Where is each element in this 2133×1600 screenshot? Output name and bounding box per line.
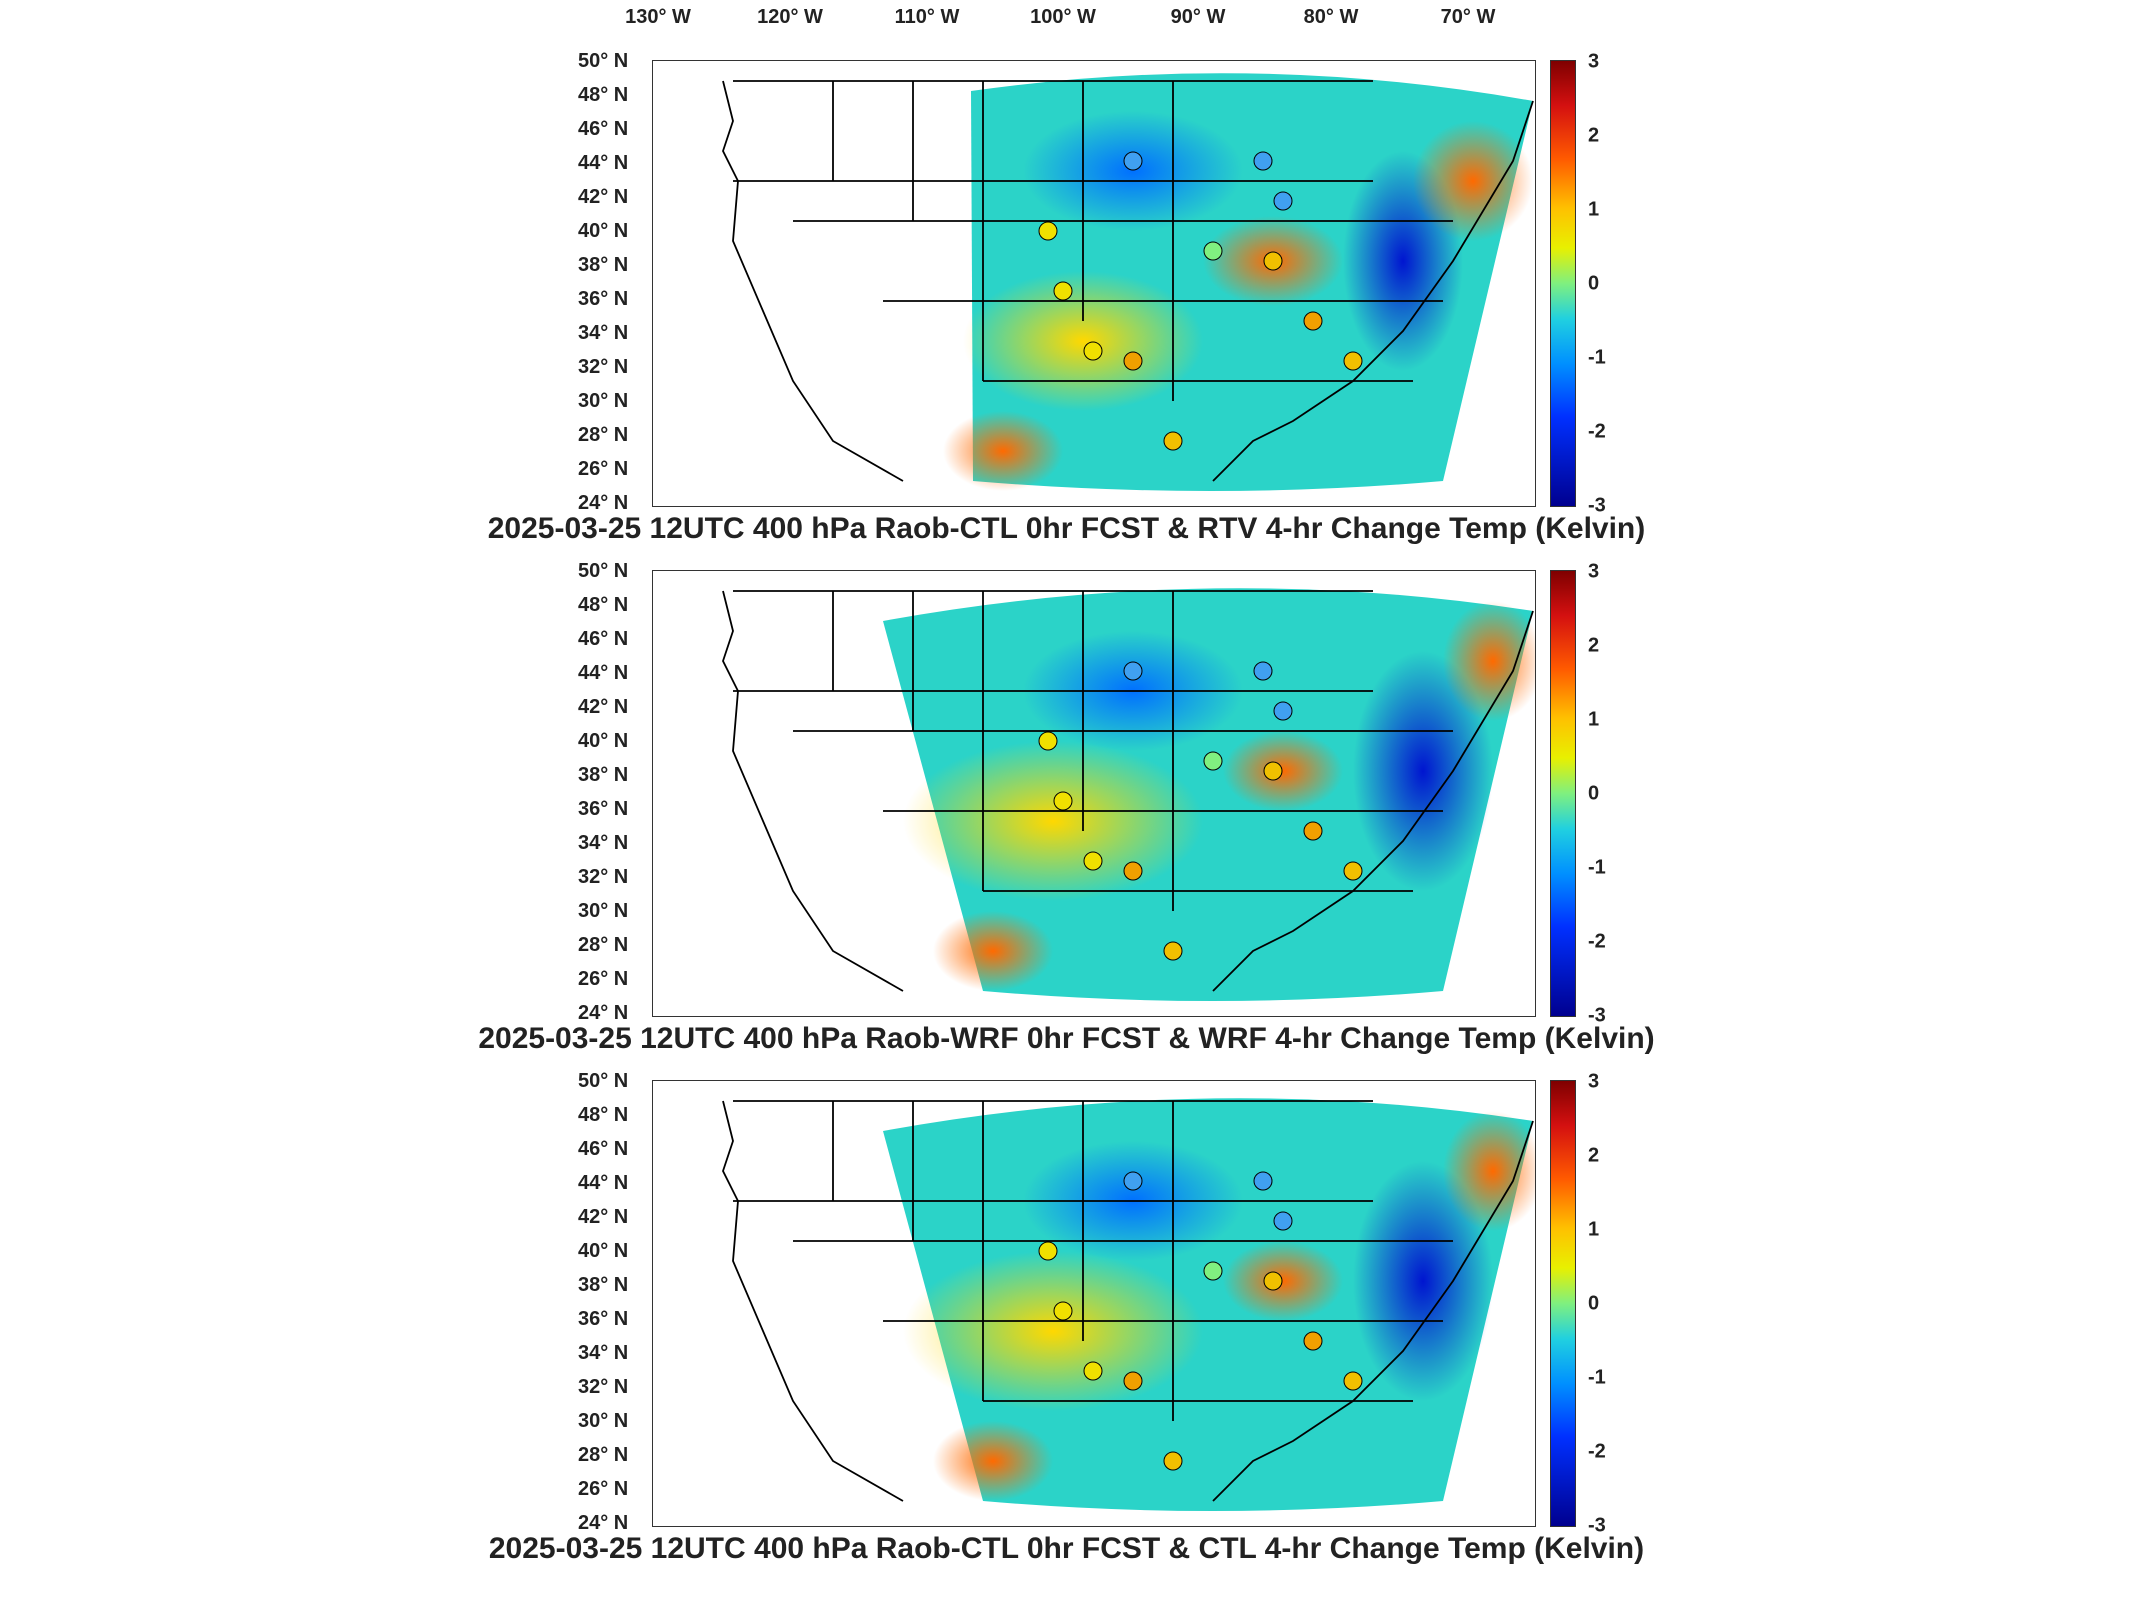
lat-label: 48° N [578,84,629,106]
colorbar-tick: 1 [1588,1218,1600,1241]
lon-label: 120° W [757,6,823,28]
lat-label: 36° N [578,288,629,310]
map-panel-wrf: 50° N 48° N 46° N 44° N 42° N 40° N 38° N 36° N… [0,560,2133,1070]
colorbar-tick: 0 [1588,272,1600,295]
colorbar-tick: -1 [1588,856,1606,879]
colorbar-tick: 2 [1588,124,1600,147]
colorbar [1550,60,1576,507]
lat-label: 38° N [578,254,629,276]
temperature-map [652,570,1536,1017]
colorbar-tick: -2 [1588,420,1606,443]
colorbar-tick: 0 [1588,1292,1600,1315]
lat-label: 48° N [578,1104,629,1126]
lat-label: 32° N [578,866,629,888]
lat-label: 48° N [578,594,629,616]
lat-label: 34° N [578,1342,629,1364]
lon-label: 80° W [1303,6,1359,28]
lat-label: 32° N [578,1376,629,1398]
map-panel-ctl: 50° N 48° N 46° N 44° N 42° N 40° N 38° N 36° N… [0,1070,2133,1580]
lat-label: 38° N [578,764,629,786]
lon-label: 100° W [1030,6,1096,28]
lat-label: 40° N [578,220,629,242]
colorbar [1550,1080,1576,1527]
temperature-map [652,1080,1536,1527]
colorbar-tick: -2 [1588,1440,1606,1463]
lat-label: 26° N [578,1478,629,1500]
lat-label: 26° N [578,968,629,990]
lat-label: 24° N [578,492,629,514]
lat-label: 32° N [578,356,629,378]
lat-label: 44° N [578,1172,629,1194]
lat-label: 24° N [578,1002,629,1024]
longitude-axis: 130° W 120° W 110° W 100° W 90° W 80° W … [0,0,2133,50]
lat-label: 50° N [578,50,629,72]
lat-label: 36° N [578,798,629,820]
lat-label: 28° N [578,934,629,956]
lat-label: 42° N [578,1206,629,1228]
colorbar-tick: -1 [1588,1366,1606,1389]
panel-title: 2025-03-25 12UTC 400 hPa Raob-CTL 0hr FC… [487,512,1646,545]
lat-label: 46° N [578,118,629,140]
lat-label: 42° N [578,696,629,718]
lat-label: 30° N [578,1410,629,1432]
lat-label: 26° N [578,458,629,480]
temperature-map [652,60,1536,507]
lat-label: 46° N [578,628,629,650]
lat-label: 28° N [578,424,629,446]
lat-label: 50° N [578,1070,629,1092]
colorbar-tick: 3 [1588,560,1600,583]
colorbar-tick: -3 [1588,494,1606,517]
lat-label: 34° N [578,832,629,854]
colorbar-tick: -2 [1588,930,1606,953]
colorbar-tick: 0 [1588,782,1600,805]
lon-label: 90° W [1170,6,1226,28]
lat-label: 36° N [578,1308,629,1330]
colorbar-tick: -3 [1588,1004,1606,1027]
lat-label: 40° N [578,730,629,752]
lat-label: 44° N [578,662,629,684]
colorbar-tick: -3 [1588,1514,1606,1537]
lat-label: 42° N [578,186,629,208]
lon-label: 70° W [1440,6,1496,28]
colorbar-tick: 3 [1588,1070,1600,1093]
lon-label: 110° W [894,6,960,28]
lat-label: 50° N [578,560,629,582]
colorbar-tick: 1 [1588,198,1600,221]
lat-label: 30° N [578,900,629,922]
panel-title: 2025-03-25 12UTC 400 hPa Raob-CTL 0hr FC… [488,1532,1645,1565]
colorbar-tick: 2 [1588,634,1600,657]
lat-label: 38° N [578,1274,629,1296]
lat-label: 24° N [578,1512,629,1534]
map-panel-rtv: 50° N 48° N 46° N 44° N 42° N 40° N 38° N 36° N… [0,50,2133,560]
lat-label: 28° N [578,1444,629,1466]
lat-label: 40° N [578,1240,629,1262]
lat-label: 46° N [578,1138,629,1160]
panel-title: 2025-03-25 12UTC 400 hPa Raob-WRF 0hr FC… [478,1022,1655,1055]
colorbar-tick: 1 [1588,708,1600,731]
lat-label: 44° N [578,152,629,174]
colorbar-tick: 3 [1588,50,1600,73]
lon-label: 130° W [625,6,691,28]
colorbar-tick: -1 [1588,346,1606,369]
colorbar [1550,570,1576,1017]
lat-label: 34° N [578,322,629,344]
lat-label: 30° N [578,390,629,412]
colorbar-tick: 2 [1588,1144,1600,1167]
